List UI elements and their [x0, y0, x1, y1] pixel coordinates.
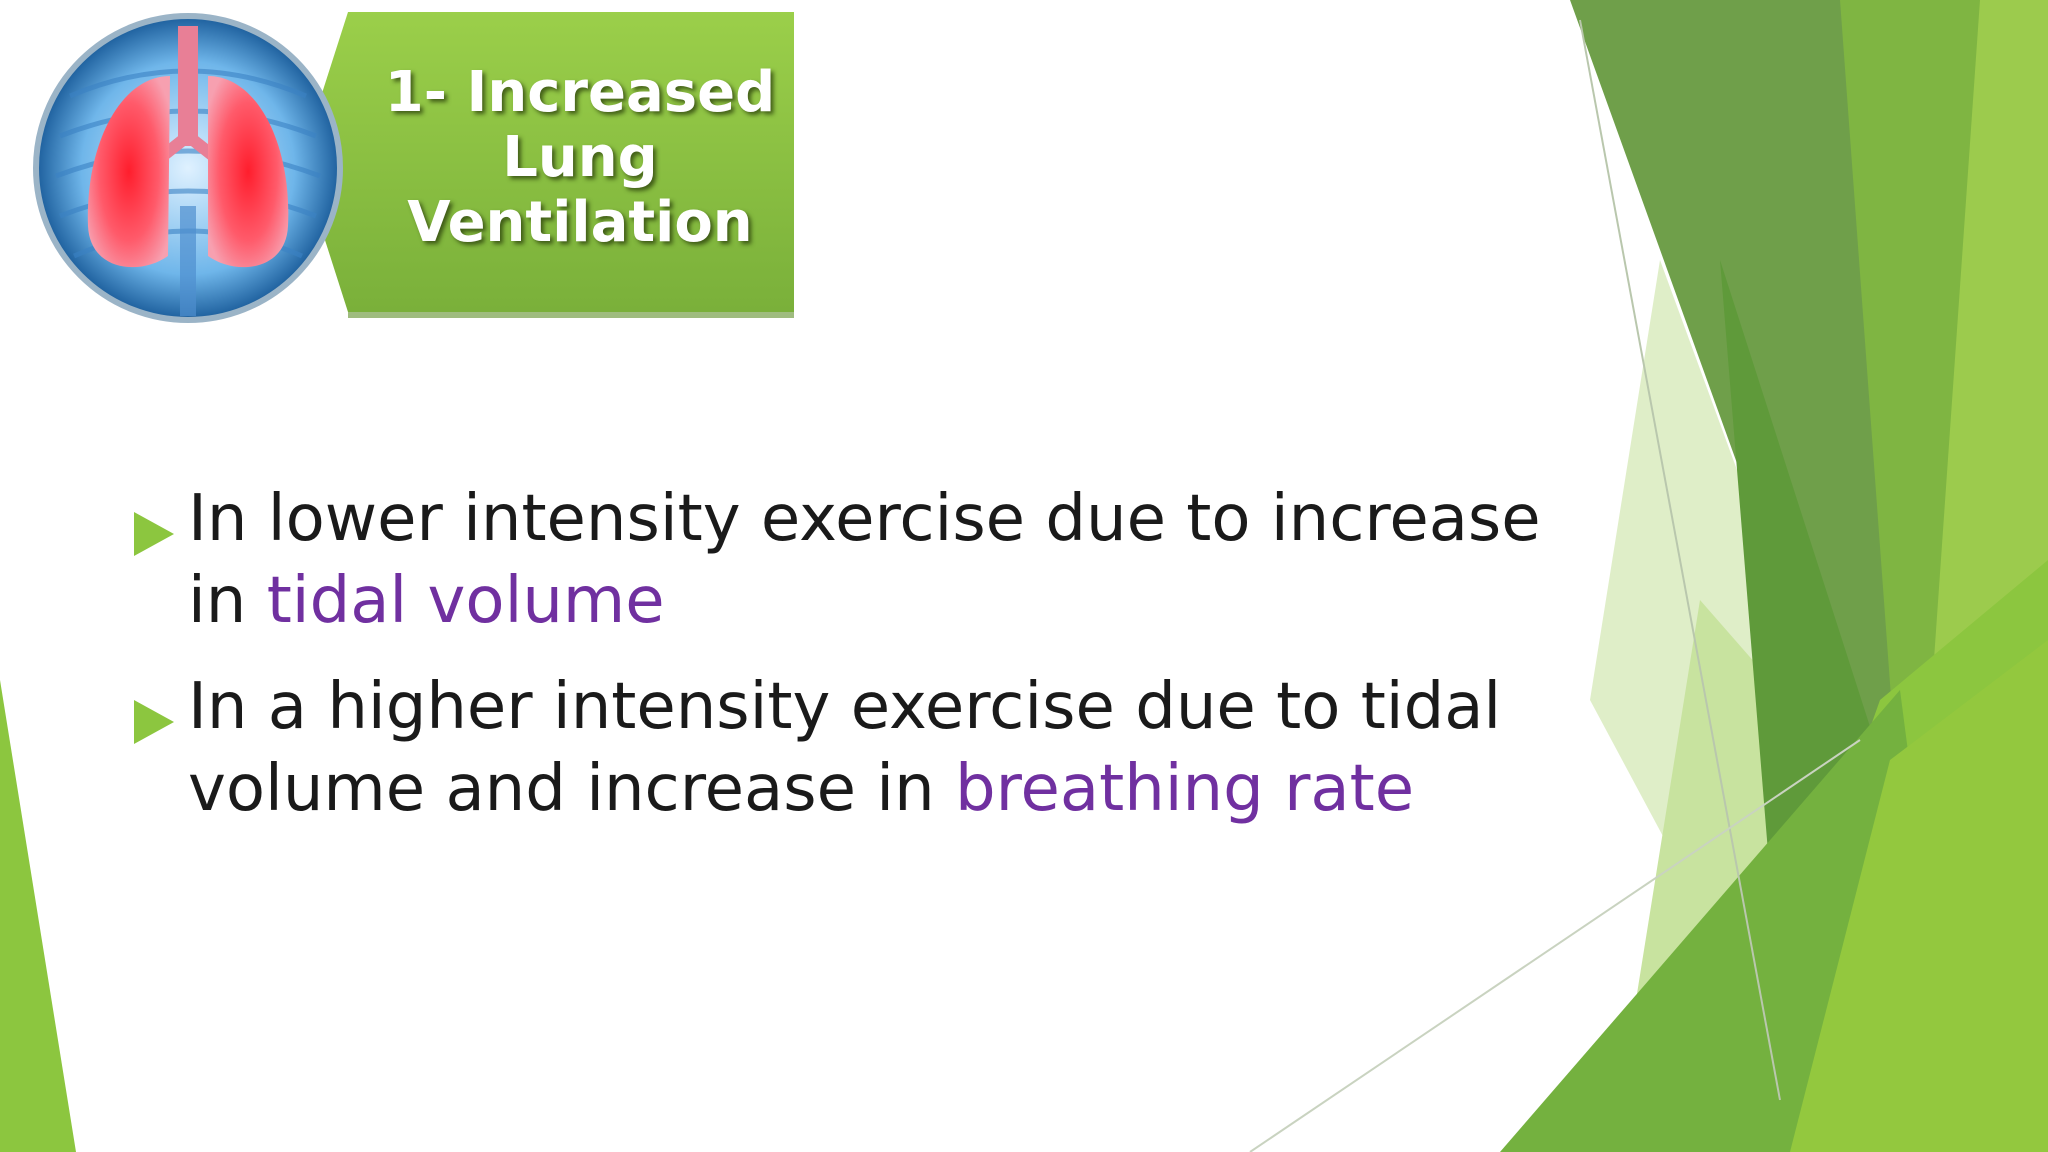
bullet-text: In a higher intensity exercise due to ti… — [188, 666, 1570, 830]
highlight-term: tidal volume — [266, 564, 665, 638]
title-line-1: 1- Increased — [384, 60, 776, 125]
title-line-2: Lung — [502, 125, 658, 190]
title-banner — [300, 12, 794, 318]
title-line-3: Ventilation — [407, 190, 753, 255]
bullet-text-main: In a higher intensity exercise due to ti… — [188, 670, 1502, 826]
triangle-right-icon — [134, 700, 174, 744]
bullet-text-main: In lower intensity exercise due to incre… — [188, 482, 1541, 638]
slide-title: 1- Increased Lung Ventilation — [345, 60, 815, 255]
bullet-item-2: In a higher intensity exercise due to ti… — [130, 666, 1570, 830]
bullet-list: In lower intensity exercise due to incre… — [130, 478, 1570, 854]
triangle-right-icon — [134, 512, 174, 556]
lungs-image — [33, 13, 343, 323]
bullet-item-1: In lower intensity exercise due to incre… — [130, 478, 1570, 642]
highlight-term: breathing rate — [954, 752, 1415, 826]
bullet-text: In lower intensity exercise due to incre… — [188, 478, 1570, 642]
